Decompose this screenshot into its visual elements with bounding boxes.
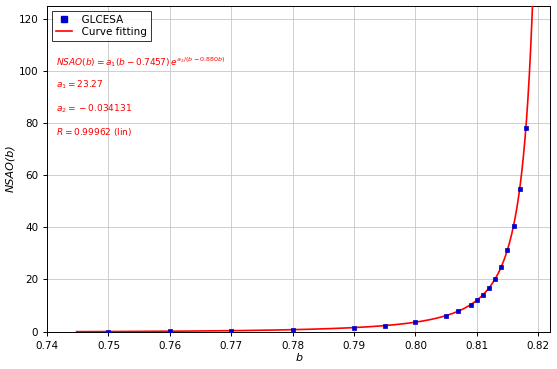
Text: $R=0.99962\ \mathrm{(lin)}$: $R=0.99962\ \mathrm{(lin)}$ xyxy=(56,125,133,138)
Point xyxy=(503,247,512,253)
Point xyxy=(466,302,475,308)
Point xyxy=(350,325,359,331)
Point xyxy=(454,308,463,314)
Text: $NSAO(b)=a_1(b-0.7457)\,e^{a_2/(b-0.880b)}$: $NSAO(b)=a_1(b-0.7457)\,e^{a_2/(b-0.880b… xyxy=(56,55,226,69)
Point xyxy=(478,292,487,298)
Point xyxy=(227,328,236,334)
Point xyxy=(497,264,506,270)
Point xyxy=(411,319,420,325)
X-axis label: b: b xyxy=(295,354,302,363)
Point xyxy=(515,186,524,192)
Point xyxy=(472,297,481,303)
Point xyxy=(288,327,297,332)
Point xyxy=(521,125,530,131)
Y-axis label: NSAO(b): NSAO(b) xyxy=(6,145,16,193)
Point xyxy=(485,285,494,291)
Legend:   GLCESA,   Curve fitting: GLCESA, Curve fitting xyxy=(52,11,152,41)
Point xyxy=(104,328,113,334)
Text: $a_2=-0.034131$: $a_2=-0.034131$ xyxy=(56,102,133,115)
Point xyxy=(380,323,389,328)
Text: $a_1=23.27$: $a_1=23.27$ xyxy=(56,79,104,91)
Point xyxy=(442,313,451,318)
Point xyxy=(165,328,174,334)
Point xyxy=(509,223,518,228)
Point xyxy=(491,276,500,282)
